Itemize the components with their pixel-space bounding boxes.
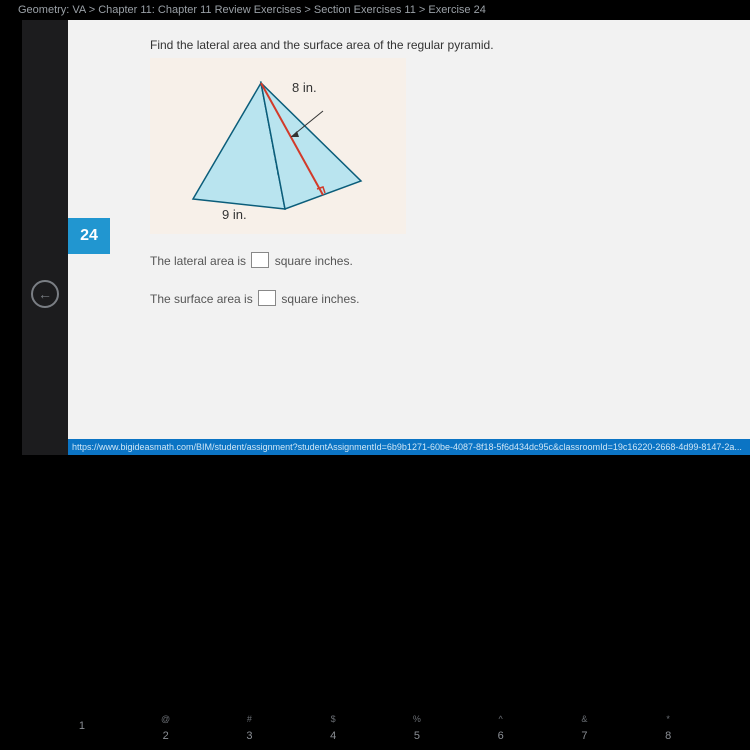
left-rail: ← (22, 20, 68, 455)
pyramid-figure: 8 in. 9 in. (150, 58, 406, 234)
surface-area-line: The surface area is square inches. (108, 290, 750, 306)
key-8[interactable]: *8 (638, 714, 698, 742)
lateral-area-input[interactable] (251, 252, 269, 268)
browser-viewport: ← Find the lateral area and the surface … (22, 20, 750, 455)
surface-prefix: The surface area is (150, 292, 253, 306)
key-2[interactable]: @2 (136, 714, 196, 742)
key-5[interactable]: %5 (387, 714, 447, 742)
lateral-area-line: The lateral area is square inches. (108, 252, 750, 268)
back-arrow-icon: ← (38, 286, 52, 302)
surface-suffix: square inches. (281, 292, 359, 306)
base-edge-label: 9 in. (222, 207, 247, 222)
breadcrumb[interactable]: Geometry: VA > Chapter 11: Chapter 11 Re… (18, 4, 486, 16)
key-6[interactable]: ^6 (471, 714, 531, 742)
lateral-prefix: The lateral area is (150, 254, 246, 268)
exercise-number-badge: 24 (68, 218, 110, 254)
key-7[interactable]: &7 (554, 714, 614, 742)
exercise-prompt: Find the lateral area and the surface ar… (108, 38, 750, 52)
surface-area-input[interactable] (258, 290, 276, 306)
status-url-bar: https://www.bigideasmath.com/BIM/student… (68, 439, 750, 455)
exercise-content: Find the lateral area and the surface ar… (68, 20, 750, 455)
pyramid-svg (173, 71, 383, 221)
keyboard-number-row: 1 @2 #3 $4 %5 ^6 &7 *8 (0, 714, 750, 742)
lateral-suffix: square inches. (275, 254, 353, 268)
back-button[interactable]: ← (31, 280, 59, 308)
key-1[interactable]: 1 (52, 714, 112, 742)
slant-height-label: 8 in. (292, 80, 317, 95)
key-3[interactable]: #3 (219, 714, 279, 742)
key-4[interactable]: $4 (303, 714, 363, 742)
